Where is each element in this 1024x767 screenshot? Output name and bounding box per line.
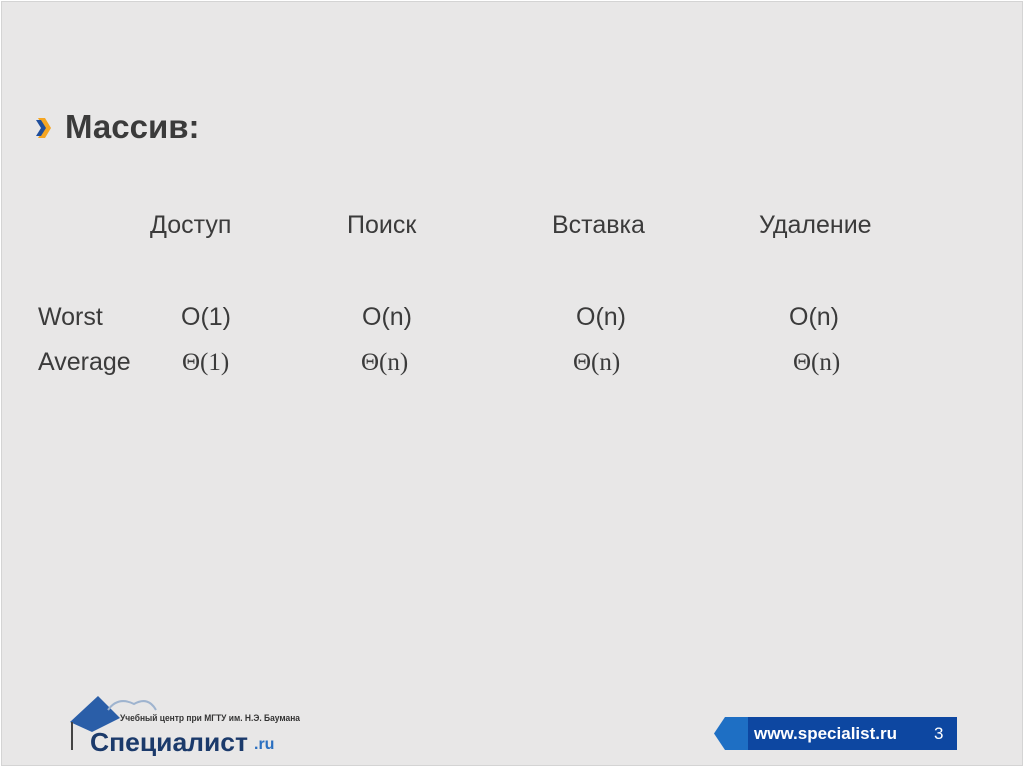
column-header-insert: Вставка: [552, 211, 645, 239]
column-header-delete: Удаление: [759, 211, 872, 239]
slide-title: Массив:: [65, 108, 200, 145]
average-delete: Θ(n): [793, 349, 841, 376]
page-number: 3: [934, 724, 944, 743]
column-header-access: Доступ: [150, 211, 232, 239]
average-access: Θ(1): [182, 349, 230, 376]
logo-name: Специалист: [90, 727, 248, 756]
worst-delete: O(n): [789, 303, 839, 331]
chevron-right-icon: [36, 118, 51, 138]
average-insert: Θ(n): [573, 349, 621, 376]
worst-search: O(n): [362, 303, 412, 331]
website-link[interactable]: www.specialist.ru: [754, 724, 897, 743]
worst-insert: O(n): [576, 303, 626, 331]
average-search: Θ(n): [361, 349, 409, 376]
logo-suffix: .ru: [254, 736, 274, 753]
row-label-worst: Worst: [38, 303, 103, 331]
diamond-icon: [714, 717, 748, 750]
logo-tagline: Учебный центр при МГТУ им. Н.Э. Баумана: [120, 713, 301, 723]
specialist-logo: Учебный центр при МГТУ им. Н.Э. Баумана …: [68, 692, 308, 761]
footer-banner: [726, 717, 957, 750]
worst-access: O(1): [181, 303, 231, 331]
row-label-average: Average: [38, 348, 131, 376]
column-header-search: Поиск: [347, 211, 417, 239]
